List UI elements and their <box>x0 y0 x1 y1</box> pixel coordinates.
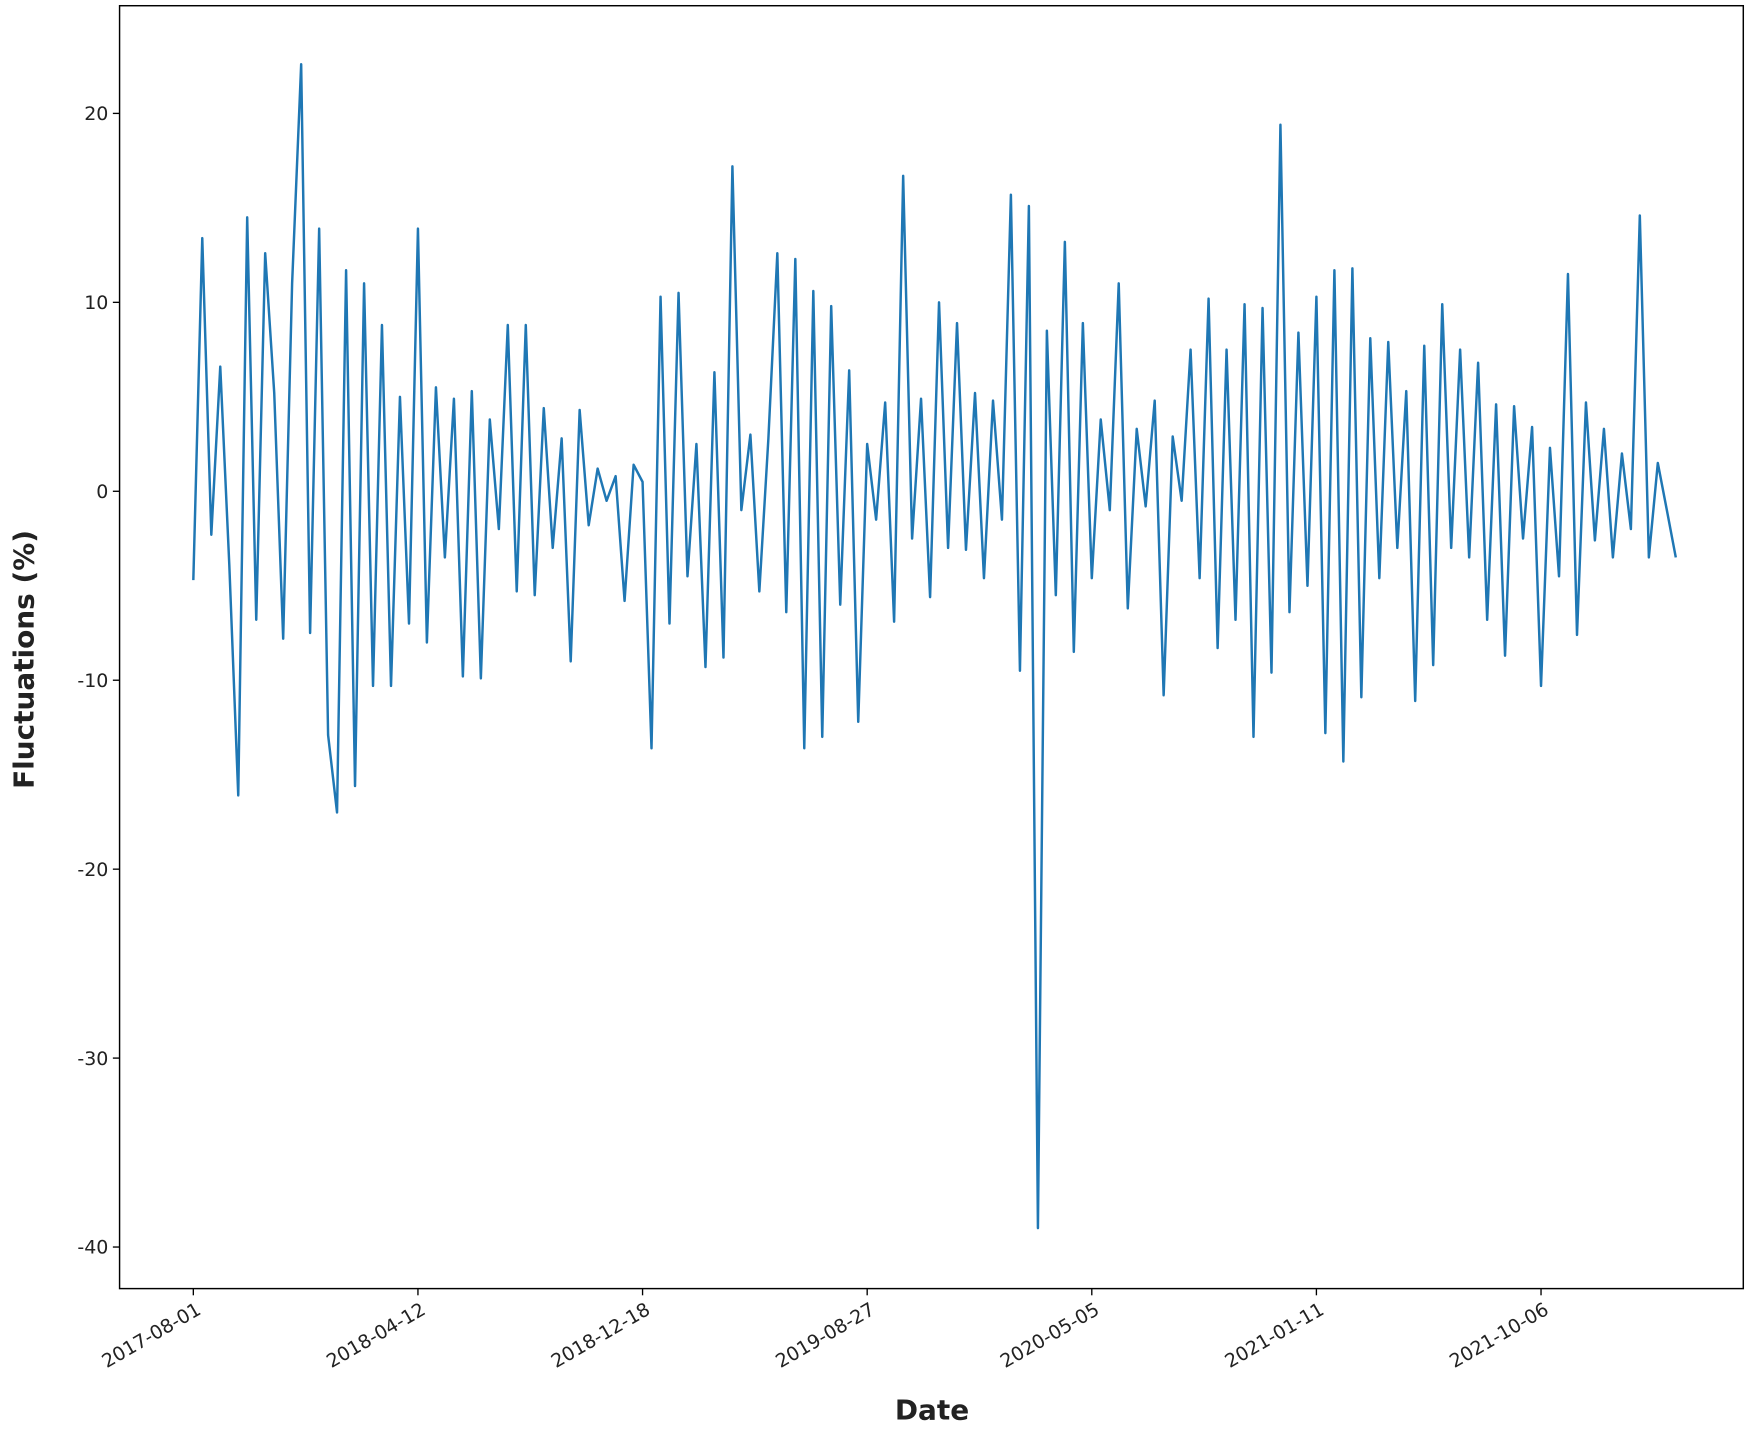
x-tick-label: 2017-08-01 <box>98 1298 205 1372</box>
x-tick-label: 2021-01-11 <box>1221 1298 1328 1372</box>
y-tick-label: -20 <box>77 859 108 881</box>
y-tick-label: 10 <box>84 292 108 314</box>
x-tick-label: 2018-12-18 <box>547 1298 654 1372</box>
y-tick-label: 20 <box>84 103 108 125</box>
x-tick-label: 2018-04-12 <box>323 1298 430 1372</box>
y-axis-label: Fluctuations (%) <box>8 530 41 789</box>
x-tick-label: 2020-05-05 <box>997 1298 1104 1372</box>
y-tick-label: -10 <box>77 670 108 692</box>
line-series <box>192 63 1678 1230</box>
y-tick-label: -30 <box>77 1048 108 1070</box>
x-axis-label: Date <box>895 1393 969 1426</box>
x-tick-label: 2021-10-06 <box>1446 1298 1553 1372</box>
y-tick-label: -40 <box>77 1237 108 1259</box>
x-tick-label: 2019-08-27 <box>772 1298 879 1372</box>
y-tick-label: 0 <box>96 481 108 503</box>
plot-frame <box>118 4 1745 1290</box>
